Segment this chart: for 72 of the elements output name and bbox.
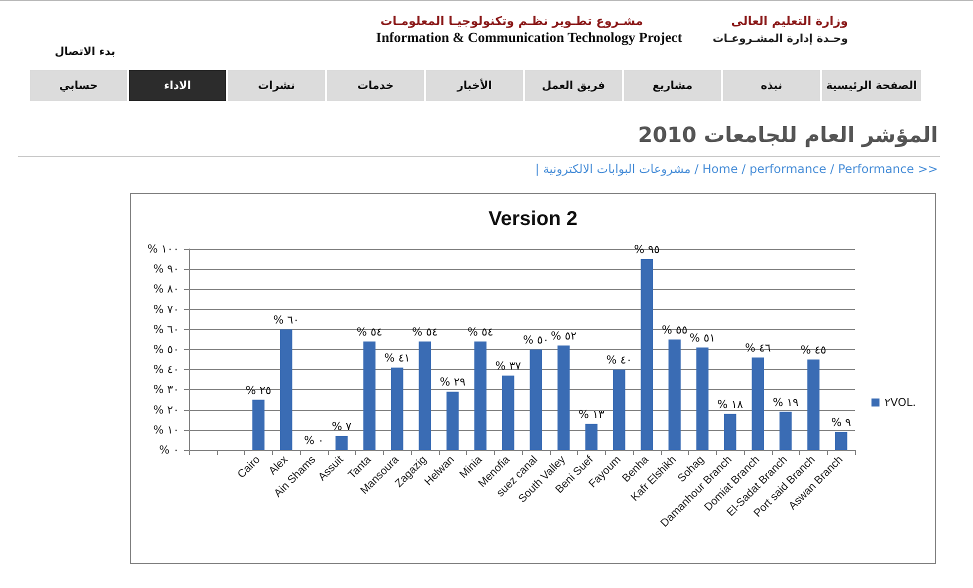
text: نبذه [723, 70, 820, 101]
data-label: % ٥٥ [662, 323, 688, 336]
bar [640, 259, 653, 450]
data-label: % ٩ [831, 416, 852, 429]
text: الأخبار [426, 70, 523, 101]
data-label: % ١٨ [717, 398, 744, 411]
bar [446, 392, 459, 450]
bar [530, 350, 542, 450]
text: حسابي [30, 70, 127, 101]
data-label: % ٢٥ [245, 384, 272, 397]
y-tick-label: % ١٠٠ [147, 242, 179, 256]
y-tick-label: % ٢٠ [153, 403, 179, 416]
text: الاداء [129, 70, 226, 101]
data-label: % ٧ [332, 420, 352, 433]
bar [280, 329, 292, 450]
chart-title: Version 2 [488, 208, 578, 230]
y-tick-label: % ٠ [159, 444, 179, 456]
data-label: % ٤٦ [744, 342, 771, 355]
text: المؤشر العام للجامعات 2010 [638, 123, 938, 147]
text: Information & Communication Technology Project [376, 31, 682, 47]
data-label: % ٠ [304, 434, 324, 447]
bar [807, 360, 820, 450]
text: الصفحة الرئيسية [822, 70, 921, 101]
bar [252, 400, 264, 450]
y-tick-label: % ٦٠ [153, 322, 179, 336]
text: بدء الاتصال [54, 45, 116, 58]
y-tick-label: % ٤٠ [153, 363, 179, 376]
bar [668, 339, 681, 450]
data-label: % ٥٤ [412, 325, 438, 338]
text: | مشروعات البوابات الالكترونية / Home / performance / Performance >> [535, 162, 938, 176]
data-label: % ٥٤ [356, 325, 382, 338]
data-label: % ٤١ [384, 352, 410, 365]
bar [502, 376, 514, 450]
y-tick-label: % ٥٠ [153, 343, 179, 356]
y-tick-label: % ٣٠ [153, 383, 179, 396]
bar [780, 412, 792, 450]
text: وحـدة إدارة المشـروعـات [712, 32, 848, 45]
data-label: % ٤٥ [800, 344, 826, 357]
data-label: % ٤٠ [606, 354, 632, 367]
data-label: % ٥٤ [467, 325, 494, 338]
text: مشاريع [624, 70, 721, 101]
text: مشـروع تطـوير نظـم وتكنولوجيـا المعلومـات [380, 14, 643, 28]
bar [474, 341, 486, 450]
data-label: % ٦٠ [273, 313, 300, 326]
text: فريق العمل [525, 70, 622, 101]
bar [363, 341, 376, 450]
bar [336, 436, 348, 450]
legend-label: ٢VOL. [884, 396, 916, 409]
data-label: % ٩٥ [634, 243, 660, 256]
y-tick-label: % ٧٠ [153, 302, 179, 316]
data-label: % ١٣ [578, 408, 604, 421]
bar [418, 341, 431, 450]
data-label: % ٣٧ [495, 360, 522, 373]
text: نشرات [228, 70, 325, 101]
text: وزارة التعليم العالى [731, 14, 848, 28]
bar [835, 432, 848, 450]
y-tick-label: % ٩٠ [153, 262, 179, 276]
data-label: % ٥١ [689, 331, 716, 344]
bar [558, 345, 570, 450]
data-label: % ٥٠ [522, 334, 549, 346]
text: خدمات [327, 70, 424, 101]
y-tick-label: % ٨٠ [153, 282, 179, 296]
data-label: % ٥٢ [550, 329, 577, 342]
bar [585, 424, 598, 450]
bar [696, 347, 708, 450]
bar [752, 358, 764, 450]
y-tick-label: % ١٠ [153, 423, 179, 436]
data-label: % ١٩ [772, 396, 799, 409]
data-label: % ٢٩ [440, 376, 466, 389]
bar [724, 414, 736, 450]
bar [391, 368, 404, 450]
bar [613, 370, 626, 450]
